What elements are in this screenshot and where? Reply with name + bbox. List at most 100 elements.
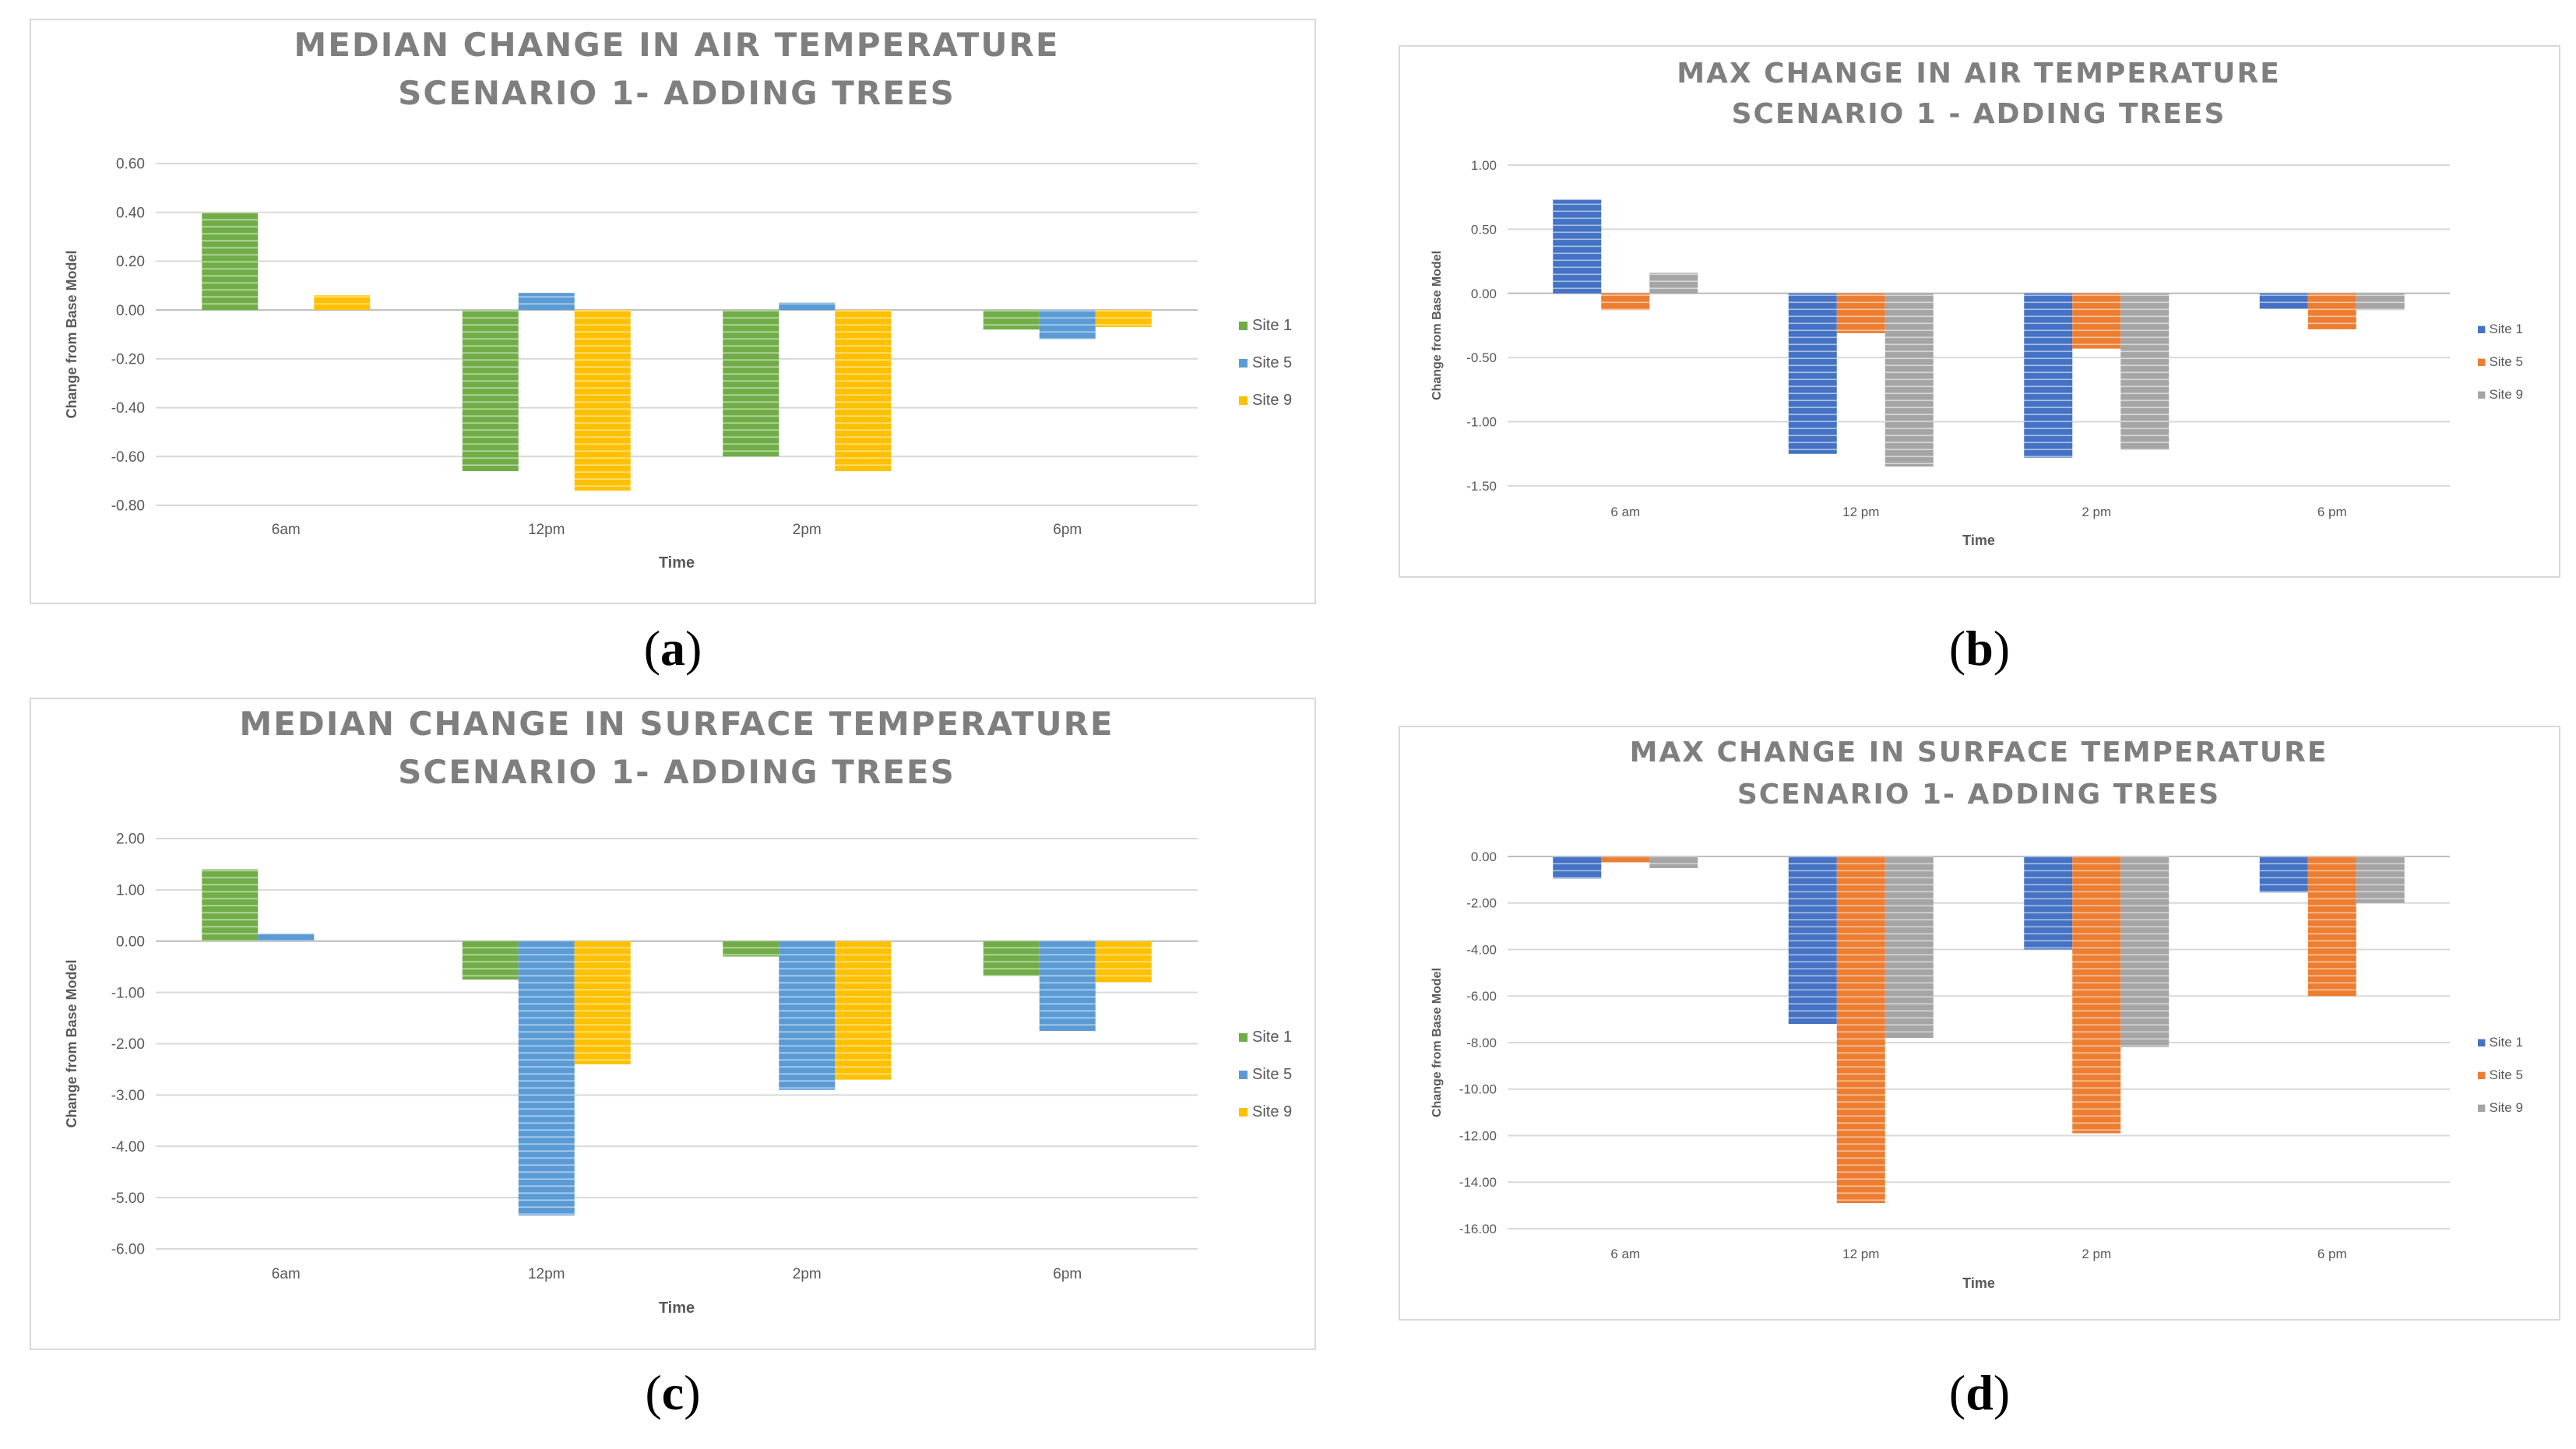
y-tick-label: 0.60 <box>116 157 145 173</box>
chart-title-line-2: SCENARIO 1- ADDING TREES <box>398 753 955 791</box>
bar-site-9-6am <box>1649 273 1698 294</box>
chart-c-svg: MEDIAN CHANGE IN SURFACE TEMPERATURE SCEN… <box>30 698 1316 1350</box>
bar-site-9-2pm <box>2120 856 2170 1047</box>
bar-site-1-6pm <box>2259 856 2308 893</box>
chart-panel-d: MAX CHANGE IN SURFACE TEMPERATURE SCENARI… <box>1399 726 2560 1321</box>
y-tick-label: 1.00 <box>1471 158 1497 173</box>
y-tick-label: 1.00 <box>116 883 145 899</box>
chart-title-line-1: MAX CHANGE IN AIR TEMPERATURE <box>1677 58 2281 90</box>
bar-site-1-6am <box>1553 856 1602 879</box>
bar-site-1-6am <box>202 869 259 941</box>
legend-label: Site 5 <box>1252 354 1292 371</box>
bar-site-9-2pm <box>835 310 892 472</box>
bar-site-5-12pm <box>518 941 575 1216</box>
chart-title-line-2: SCENARIO 1- ADDING TREES <box>398 74 955 112</box>
panel-label-a: (a) <box>643 621 702 676</box>
y-tick-label: -0.40 <box>111 400 145 417</box>
legend-label: Site 5 <box>1252 1066 1292 1083</box>
y-tick-label: 0.00 <box>116 303 145 319</box>
bar-site-5-2pm <box>2072 293 2121 349</box>
y-tick-label: -8.00 <box>1466 1036 1497 1050</box>
legend-label: Site 1 <box>2489 322 2522 336</box>
x-tick-label: 12pm <box>528 522 565 538</box>
x-axis-title: Time <box>659 1300 695 1317</box>
bar-site-5-12pm <box>1836 856 1885 1204</box>
bar-site-1-2pm <box>2024 856 2073 950</box>
y-tick-label: -4.00 <box>1466 942 1497 957</box>
bar-site-1-6pm <box>2259 293 2308 309</box>
chart-d-svg: MAX CHANGE IN SURFACE TEMPERATURE SCENARI… <box>1399 726 2560 1321</box>
bar-site-1-12pm <box>462 941 519 980</box>
x-axis-title: Time <box>1962 1275 1995 1291</box>
x-tick-label: 6am <box>272 1266 301 1282</box>
bar-site-5-2pm <box>779 941 836 1090</box>
chart-frame <box>1399 726 2560 1321</box>
bar-site-9-12pm <box>1884 293 1934 467</box>
bar-site-9-6am <box>1649 856 1698 868</box>
x-tick-label: 2pm <box>793 522 822 538</box>
x-tick-label: 6 pm <box>2317 1247 2347 1261</box>
x-tick-label: 12 pm <box>1842 1247 1879 1261</box>
y-tick-label: -0.80 <box>111 498 145 515</box>
bar-site-1-6pm <box>983 941 1040 976</box>
bar-site-9-6pm <box>1095 310 1152 328</box>
panel-label-d: (d) <box>1948 1365 2011 1420</box>
bar-site-5-12pm <box>518 293 575 311</box>
y-tick-label: -0.50 <box>1466 350 1497 365</box>
chart-frame <box>1399 45 2560 578</box>
bar-site-1-12pm <box>462 310 519 472</box>
x-tick-label: 6am <box>272 522 301 538</box>
bar-site-5-6am <box>1601 856 1650 863</box>
chart-frame <box>30 698 1316 1350</box>
panel-label-c: (c) <box>645 1365 701 1420</box>
y-tick-label: -10.00 <box>1459 1082 1497 1097</box>
y-tick-label: -4.00 <box>111 1139 145 1155</box>
legend-swatch <box>2478 1039 2486 1046</box>
bar-site-5-12pm <box>1836 293 1885 333</box>
y-axis-title: Change from Base Model <box>1431 968 1444 1117</box>
chart-title-line-2: SCENARIO 1- ADDING TREES <box>1737 779 2220 811</box>
legend-label: Site 9 <box>1252 1103 1292 1120</box>
chart-panel-b: MAX CHANGE IN AIR TEMPERATURE SCENARIO 1 … <box>1399 45 2560 578</box>
y-tick-label: -12.00 <box>1459 1128 1497 1143</box>
x-tick-label: 2 pm <box>2082 1247 2111 1261</box>
y-tick-label: 2.00 <box>116 832 145 848</box>
bar-site-9-12pm <box>574 941 631 1064</box>
x-tick-label: 2 pm <box>2082 505 2111 519</box>
bar-site-1-2pm <box>723 310 779 457</box>
bar-site-1-2pm <box>2024 293 2073 458</box>
bar-site-5-6am <box>258 933 315 941</box>
y-tick-label: -14.00 <box>1459 1175 1497 1190</box>
legend-swatch <box>1239 322 1248 330</box>
legend-label: Site 5 <box>2489 354 2522 369</box>
bar-site-5-6pm <box>2307 856 2356 997</box>
bar-site-5-6am <box>1601 293 1650 311</box>
bar-site-9-2pm <box>2120 293 2170 450</box>
x-tick-label: 2pm <box>793 1266 822 1282</box>
y-tick-label: 0.50 <box>1471 222 1497 237</box>
x-axis-title: Time <box>1962 533 1995 548</box>
x-axis-title: Time <box>659 554 695 572</box>
y-tick-label: 0.40 <box>116 205 145 221</box>
bar-site-1-6am <box>202 212 259 311</box>
y-tick-label: 0.00 <box>116 934 145 950</box>
panel-letter-d: d <box>1965 1365 1994 1420</box>
y-tick-label: -16.00 <box>1459 1222 1497 1236</box>
legend-swatch <box>1239 1071 1248 1079</box>
bar-site-5-6pm <box>1039 941 1096 1032</box>
y-tick-label: 0.00 <box>1471 849 1497 864</box>
legend-swatch <box>1239 359 1248 368</box>
y-tick-label: -1.50 <box>1466 479 1497 494</box>
y-tick-label: -2.00 <box>111 1036 145 1053</box>
chart-title-line-2: SCENARIO 1 - ADDING TREES <box>1732 98 2226 130</box>
legend-label: Site 9 <box>2489 1100 2522 1115</box>
bar-site-5-6pm <box>2307 293 2356 329</box>
bar-site-1-6am <box>1553 199 1602 294</box>
bar-site-5-2pm <box>779 302 836 311</box>
bar-site-1-6pm <box>983 310 1040 330</box>
bar-site-9-12pm <box>1884 856 1934 1039</box>
legend-label: Site 1 <box>1252 317 1292 334</box>
chart-title-line-1: MEDIAN CHANGE IN SURFACE TEMPERATURE <box>239 705 1114 743</box>
legend-label: Site 5 <box>2489 1067 2522 1082</box>
x-tick-label: 6 am <box>1610 505 1640 519</box>
